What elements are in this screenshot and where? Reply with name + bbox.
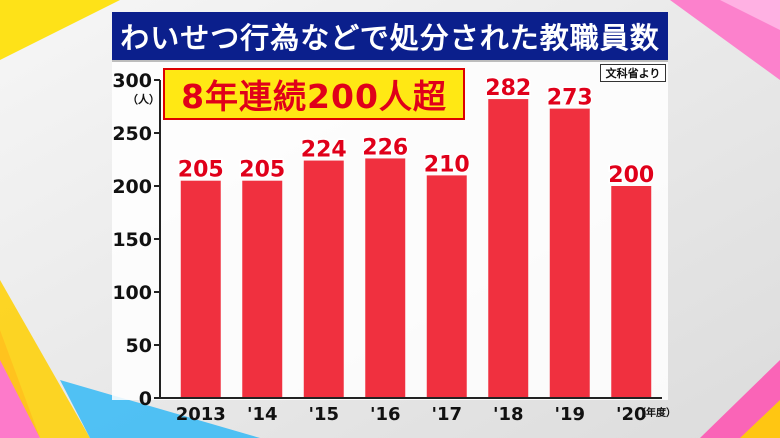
data-label-6: 273 — [547, 86, 593, 111]
data-label-2: 224 — [301, 138, 347, 163]
bar-0 — [180, 180, 221, 398]
x-axis-unit: （年度） — [636, 408, 676, 419]
data-label-1: 205 — [239, 158, 285, 183]
y-tick-label: 200 — [112, 176, 152, 198]
headline-banner: 8年連続200人超 — [163, 68, 465, 120]
y-tick-label: 250 — [112, 123, 152, 145]
bar-5 — [488, 99, 529, 398]
x-tick-label-2: '15 — [308, 404, 339, 425]
y-axis-unit: （人） — [127, 93, 160, 106]
bar-7 — [611, 186, 652, 398]
y-tick-label: 50 — [126, 335, 152, 357]
x-tick-label-0: 2013 — [176, 404, 226, 425]
x-tick-label-5: '18 — [493, 404, 524, 425]
data-label-4: 210 — [424, 152, 470, 177]
source-label: 文科省より — [600, 64, 666, 82]
chart-title: わいせつ行為などで処分された教職員数 — [112, 12, 668, 60]
data-label-5: 282 — [485, 76, 531, 101]
bar-1 — [242, 180, 283, 398]
y-tick-label: 150 — [112, 229, 152, 251]
x-tick-label-6: '19 — [554, 404, 585, 425]
bar-2 — [303, 160, 344, 398]
y-tick-label: 300 — [112, 70, 152, 92]
y-tick-label: 100 — [112, 282, 152, 304]
data-label-7: 200 — [608, 163, 654, 188]
bar-6 — [549, 108, 590, 399]
data-label-3: 226 — [362, 135, 408, 160]
bar-3 — [365, 158, 406, 398]
y-tick-label: 0 — [139, 388, 152, 410]
x-tick-label-4: '17 — [431, 404, 462, 425]
x-tick-label-1: '14 — [247, 404, 278, 425]
bar-4 — [426, 175, 467, 398]
x-tick-label-7: '20 — [616, 404, 647, 425]
x-tick-label-3: '16 — [370, 404, 401, 425]
data-label-0: 205 — [178, 158, 224, 183]
